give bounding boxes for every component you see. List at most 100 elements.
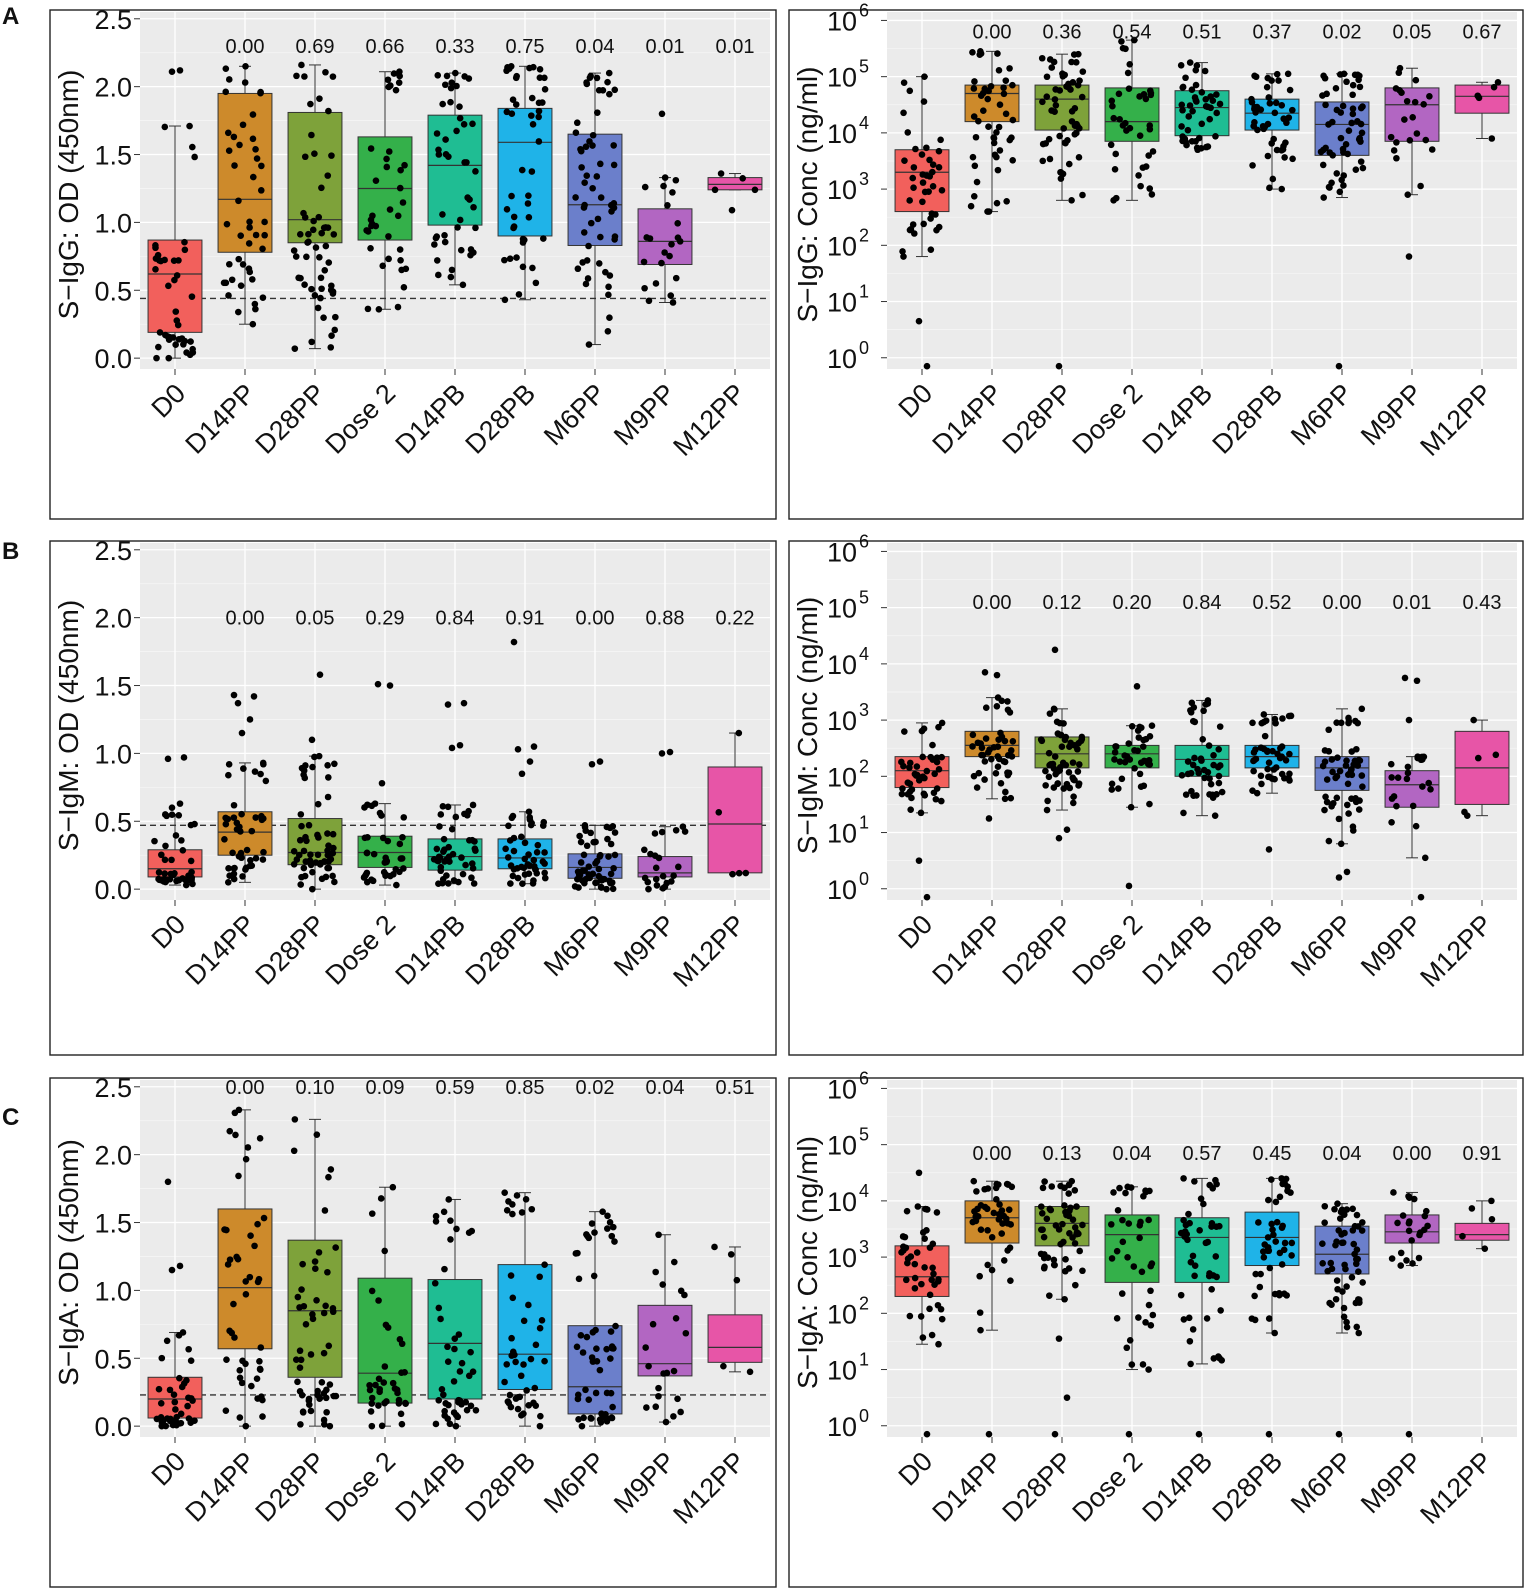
data-point [520,1317,528,1325]
data-point [1251,1292,1258,1300]
data-point [1139,743,1147,750]
data-point [1177,1229,1185,1237]
data-point [929,182,937,190]
data-point [935,164,943,171]
data-point [1387,760,1395,768]
data-point [317,274,325,282]
data-point [923,1227,930,1234]
data-point [307,851,314,859]
data-point [1180,1175,1187,1182]
data-point [609,1403,616,1411]
outlier-point [1405,1430,1413,1438]
data-point [230,133,238,141]
data-point [921,188,929,196]
data-point [571,883,579,890]
data-point [1071,105,1079,112]
data-point [742,869,750,877]
data-point [1359,1279,1366,1286]
data-point [321,1207,329,1214]
data-point [915,777,923,784]
data-point [1207,780,1215,788]
data-point [1192,66,1200,74]
data-point [1343,1318,1350,1326]
y-tick-label: 1.0 [94,1276,132,1306]
data-point [1147,1322,1155,1329]
data-point [507,880,514,887]
data-point [1271,1290,1279,1298]
data-point [221,836,228,843]
data-point [1062,1208,1069,1216]
data-point [585,871,593,878]
data-point [671,1258,678,1266]
box-group-D14PB [427,699,483,888]
data-point [649,1320,657,1328]
data-point [900,109,907,117]
row-letter-b: B [2,538,19,565]
data-point [472,1407,480,1414]
box-group-D0 [894,1169,950,1438]
data-point [162,878,169,886]
data-point [1179,106,1186,114]
data-point [594,109,601,116]
p-value-label: 0.02 [1323,22,1362,44]
data-point [257,770,264,778]
y-tick-label: 2.0 [94,73,132,103]
outlier-point [460,699,468,707]
box-group-D28PB [1244,711,1300,853]
data-point [541,85,549,93]
data-point [224,129,232,137]
data-point [541,1357,548,1365]
data-point [232,1131,239,1139]
data-point [1125,85,1133,92]
data-point [1208,1286,1215,1293]
row-letter-c: C [2,1104,19,1131]
data-point [390,70,398,77]
data-point [1074,745,1081,753]
data-point [437,863,445,871]
data-point [1207,93,1214,100]
data-point [1403,1257,1410,1264]
data-point [1188,86,1196,94]
data-point [606,272,614,279]
data-point [331,760,338,768]
data-point [297,811,305,818]
data-point [1342,141,1350,148]
box-group-D0 [147,67,203,362]
data-point [323,1408,330,1416]
data-point [1057,169,1065,176]
y-tick-label: 10 [827,288,857,318]
data-point [653,882,661,889]
data-point [514,1405,522,1413]
data-point [1210,752,1217,759]
data-point [682,1329,690,1337]
data-point [304,239,311,246]
box-group-D28PB [1244,70,1300,193]
data-point [973,784,981,791]
data-point [508,192,515,200]
data-point [971,1208,978,1215]
data-point [1276,1193,1284,1201]
data-point [1134,727,1142,734]
data-point [1338,176,1345,184]
y-tick-label: 10 [827,63,857,93]
data-point [380,1379,388,1386]
outlier-point [180,754,188,761]
x-category-label: M6PP [1285,1446,1358,1519]
data-point [455,1396,462,1404]
data-point [605,283,612,291]
box-group-D28PP [1034,646,1090,842]
data-point [225,864,232,872]
data-point [1149,148,1157,155]
data-point [1145,1216,1152,1224]
data-point [254,1220,261,1228]
y-tick-exponent: 6 [859,1068,869,1088]
data-point [611,829,619,836]
data-point [987,82,995,90]
data-point [919,179,927,186]
data-point [1052,770,1059,778]
data-point [187,877,194,884]
data-point [1116,1184,1123,1192]
box-group-M12PP [707,729,763,878]
data-point [1073,1203,1080,1210]
